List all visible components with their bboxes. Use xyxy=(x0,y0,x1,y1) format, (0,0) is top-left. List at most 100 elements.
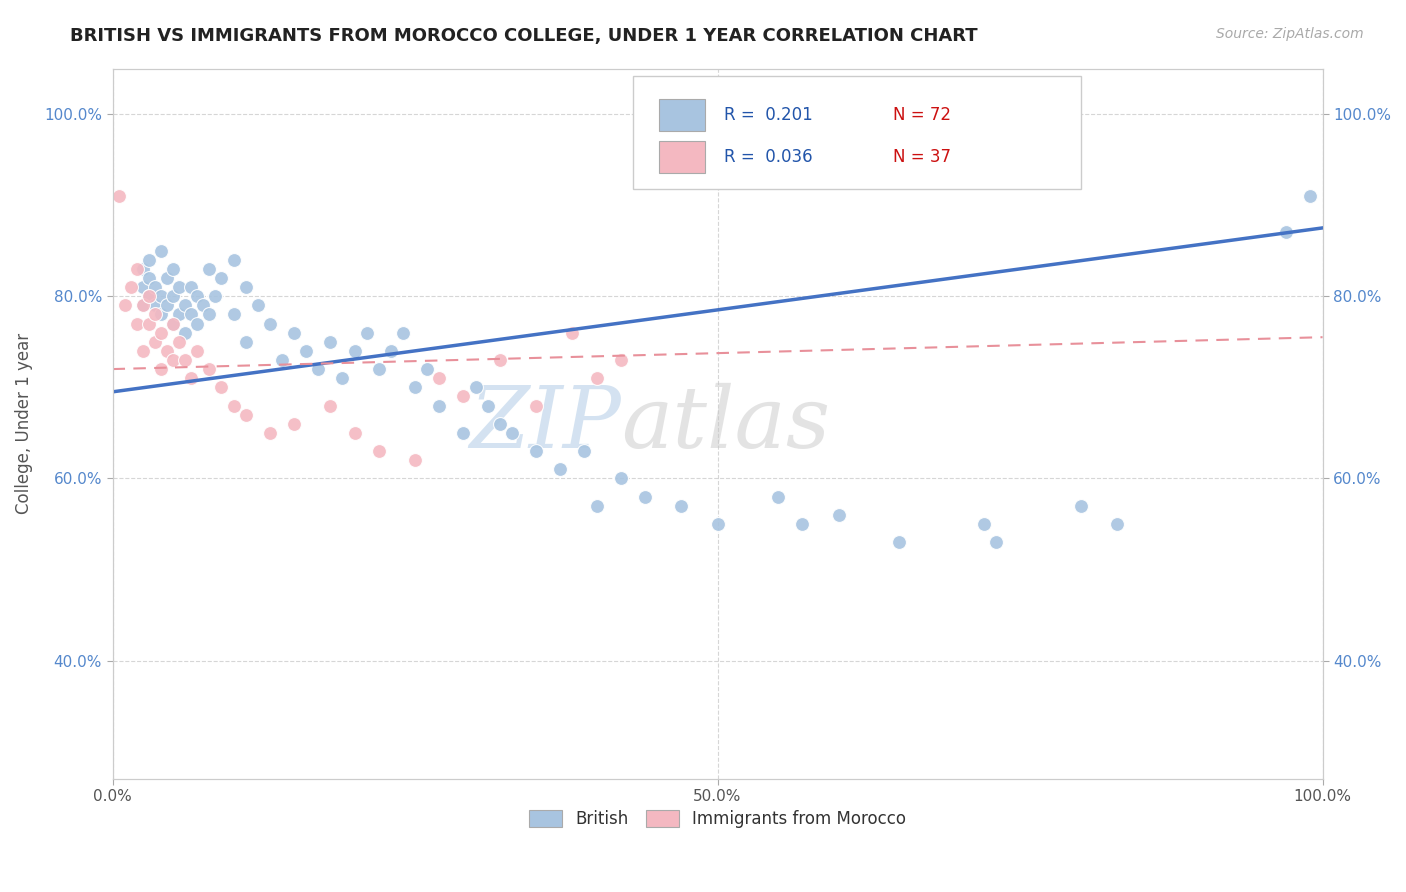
Point xyxy=(343,425,366,440)
Text: atlas: atlas xyxy=(621,383,830,465)
Point xyxy=(488,417,510,431)
Point xyxy=(186,343,208,358)
Point xyxy=(235,408,257,422)
Point xyxy=(162,317,184,331)
Point xyxy=(319,399,342,413)
Point xyxy=(259,425,281,440)
Point xyxy=(120,280,142,294)
Point xyxy=(114,298,136,312)
Point xyxy=(138,289,160,303)
Point xyxy=(198,362,221,376)
Point xyxy=(222,399,245,413)
Point xyxy=(193,298,215,312)
Point xyxy=(332,371,354,385)
Point xyxy=(174,326,197,340)
Point xyxy=(973,516,995,531)
Point xyxy=(138,271,160,285)
Bar xyxy=(659,99,706,131)
Point xyxy=(235,280,257,294)
Point xyxy=(610,471,633,485)
Point xyxy=(156,343,179,358)
Point xyxy=(156,271,179,285)
Point xyxy=(167,334,190,349)
Point xyxy=(143,307,166,321)
Point xyxy=(162,353,184,368)
Point xyxy=(671,499,693,513)
Point xyxy=(1275,226,1298,240)
Point xyxy=(343,343,366,358)
Point xyxy=(706,516,728,531)
Point xyxy=(827,508,849,522)
Point xyxy=(307,362,329,376)
Point xyxy=(209,271,232,285)
Point xyxy=(585,499,607,513)
Text: ZIP: ZIP xyxy=(468,383,621,465)
Point xyxy=(246,298,269,312)
Point xyxy=(138,289,160,303)
Point xyxy=(477,399,499,413)
Point xyxy=(222,252,245,267)
Point xyxy=(561,326,583,340)
Point xyxy=(501,425,523,440)
Point xyxy=(132,298,155,312)
Point xyxy=(209,380,232,394)
Point xyxy=(167,280,190,294)
Point xyxy=(186,317,208,331)
Point xyxy=(887,535,910,549)
Point xyxy=(984,535,1007,549)
Point xyxy=(367,444,389,458)
Point xyxy=(392,326,415,340)
Text: BRITISH VS IMMIGRANTS FROM MOROCCO COLLEGE, UNDER 1 YEAR CORRELATION CHART: BRITISH VS IMMIGRANTS FROM MOROCCO COLLE… xyxy=(70,27,979,45)
Point xyxy=(156,298,179,312)
Point xyxy=(634,490,657,504)
Point xyxy=(149,326,172,340)
Point xyxy=(132,343,155,358)
Point xyxy=(356,326,378,340)
Point xyxy=(132,298,155,312)
Point xyxy=(143,298,166,312)
Point xyxy=(222,307,245,321)
Text: R =  0.201: R = 0.201 xyxy=(724,105,813,124)
Point xyxy=(125,261,148,276)
Point xyxy=(524,444,547,458)
Point xyxy=(610,353,633,368)
Point xyxy=(180,307,202,321)
Point xyxy=(186,289,208,303)
Legend: British, Immigrants from Morocco: British, Immigrants from Morocco xyxy=(522,803,912,835)
Point xyxy=(319,334,342,349)
Point xyxy=(259,317,281,331)
Point xyxy=(488,353,510,368)
Point xyxy=(1070,499,1092,513)
Point xyxy=(1299,189,1322,203)
Point xyxy=(107,189,129,203)
Point xyxy=(416,362,439,376)
Point xyxy=(235,334,257,349)
Point xyxy=(125,317,148,331)
Point xyxy=(132,280,155,294)
Point xyxy=(792,516,814,531)
Point xyxy=(427,371,450,385)
Point xyxy=(162,317,184,331)
Text: N = 72: N = 72 xyxy=(893,105,950,124)
Point xyxy=(149,244,172,258)
Point xyxy=(585,371,607,385)
Text: Source: ZipAtlas.com: Source: ZipAtlas.com xyxy=(1216,27,1364,41)
Point xyxy=(180,280,202,294)
Point xyxy=(180,371,202,385)
Point xyxy=(132,261,155,276)
Point xyxy=(162,261,184,276)
Point xyxy=(167,307,190,321)
Text: R =  0.036: R = 0.036 xyxy=(724,148,813,166)
Point xyxy=(453,389,475,403)
Point xyxy=(198,307,221,321)
Point xyxy=(149,289,172,303)
Point xyxy=(367,362,389,376)
Y-axis label: College, Under 1 year: College, Under 1 year xyxy=(15,333,32,515)
Point xyxy=(138,252,160,267)
Point xyxy=(295,343,318,358)
Point xyxy=(143,334,166,349)
Bar xyxy=(659,141,706,173)
FancyBboxPatch shape xyxy=(633,76,1081,189)
Point xyxy=(548,462,571,476)
Point xyxy=(283,417,305,431)
